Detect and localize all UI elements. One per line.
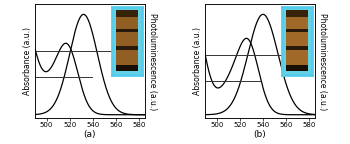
X-axis label: (a): (a) [84, 130, 96, 139]
Y-axis label: Photoluminescence (a.u.): Photoluminescence (a.u.) [318, 13, 327, 110]
X-axis label: (b): (b) [254, 130, 266, 139]
Y-axis label: Photoluminescence (a.u.): Photoluminescence (a.u.) [148, 13, 156, 110]
Y-axis label: Absorbance (a.u.): Absorbance (a.u.) [23, 27, 32, 95]
Y-axis label: Absorbance (a.u.): Absorbance (a.u.) [194, 27, 202, 95]
